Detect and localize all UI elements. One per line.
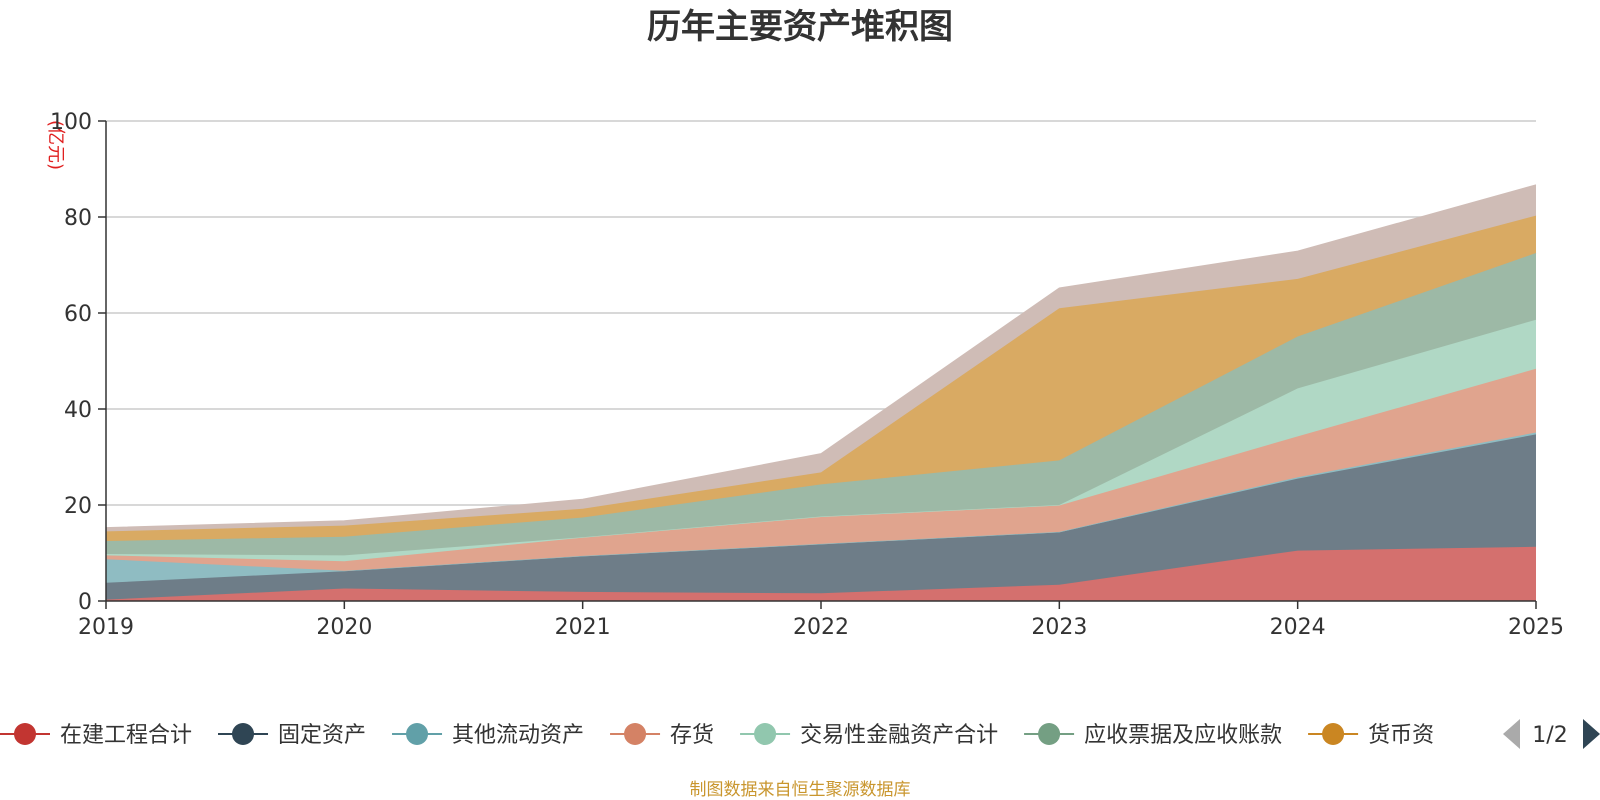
legend-circle-icon [624,723,647,745]
legend-label: 货币资 [1368,723,1434,748]
legend-circle-icon [754,723,777,745]
legend-item[interactable]: 存货 [610,723,714,748]
series-area[interactable] [106,432,1536,583]
x-tick-label: 2021 [555,615,611,640]
y-tick-label: 100 [50,110,92,135]
stacked-areas [105,184,1537,601]
legend-circle-icon [1322,723,1345,745]
legend-circle-icon [406,723,429,745]
legend-next-arrow-icon[interactable] [1583,719,1600,749]
series-area[interactable] [106,184,1536,532]
y-tick-label: 20 [64,494,92,519]
legend-label: 固定资产 [278,723,366,748]
legend-circle-icon [232,723,255,745]
y-axis-unit: (亿元) [45,120,66,170]
legend-item[interactable]: 交易性金融资产合计 [740,723,998,748]
x-tick-label: 2022 [793,615,849,640]
series-line [105,184,1537,529]
legend-page-indicator: 1/2 [1532,723,1567,748]
x-tick-label: 2024 [1270,615,1326,640]
legend-item[interactable]: 固定资产 [218,723,366,748]
y-tick-label: 80 [64,206,92,231]
series-area[interactable] [106,319,1536,562]
legend-circle-icon [1038,723,1061,745]
grid-lines: 0 20 40 60 80 100 [50,110,1536,615]
x-tick-label: 2019 [78,615,134,640]
x-tick-label: 2023 [1031,615,1087,640]
axes: 2019 2020 2021 2022 2023 2024 2025 [78,120,1564,640]
legend-label: 应收票据及应收账款 [1084,723,1282,748]
legend-label: 其他流动资产 [452,723,584,748]
legend-item[interactable]: 其他流动资产 [392,723,584,748]
legend-label: 存货 [670,723,714,748]
chart-title: 历年主要资产堆积图 [647,7,953,47]
legend-item[interactable]: 应收票据及应收账款 [1024,723,1282,748]
legend-label: 交易性金融资产合计 [800,723,998,748]
series-area[interactable] [106,215,1536,541]
legend-item[interactable]: 货币资 [1308,723,1434,748]
legend-prev-arrow-icon[interactable] [1503,719,1520,749]
series-area[interactable] [106,368,1536,571]
series-area[interactable] [106,546,1536,601]
data-source-note: 制图数据来自恒生聚源数据库 [690,780,911,800]
series-area[interactable] [106,434,1536,600]
y-tick-label: 40 [64,398,92,423]
x-tick-label: 2025 [1508,615,1564,640]
legend-label: 在建工程合计 [60,723,192,748]
series-area[interactable] [106,253,1536,556]
y-tick-label: 0 [78,590,92,615]
y-tick-label: 60 [64,302,92,327]
x-tick-label: 2020 [316,615,372,640]
legend-circle-icon [14,723,36,745]
legend: 在建工程合计 固定资产 其他流动资产 存货 交易性金融资产合计 应收票据及应收账款 货币资 1… [0,719,1600,749]
legend-item[interactable]: 在建工程合计 [0,723,192,748]
